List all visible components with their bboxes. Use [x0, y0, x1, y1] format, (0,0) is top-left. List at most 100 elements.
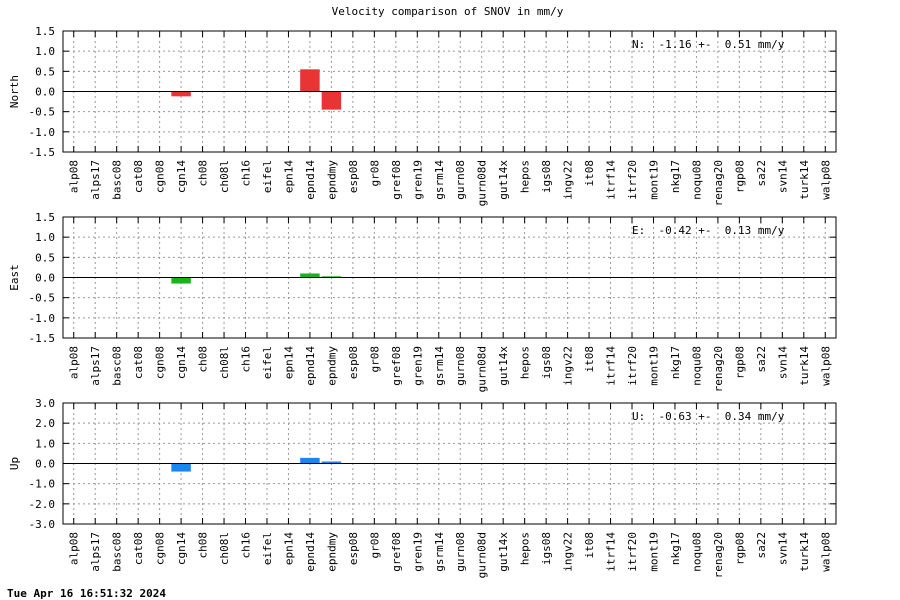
y-tick-label: -3.0	[29, 518, 56, 531]
y-tick-label: -1.0	[29, 478, 56, 491]
y-tick-label: 0.0	[35, 458, 55, 471]
x-tick-label: cgn08	[154, 346, 167, 379]
x-tick-label: walp08	[819, 532, 832, 572]
x-tick-label: svn14	[776, 346, 789, 379]
x-tick-label: renag20	[712, 160, 725, 206]
x-tick-label: epn14	[282, 160, 295, 193]
x-tick-label: sa22	[755, 532, 768, 559]
x-tick-label: itrf14	[605, 346, 618, 386]
stats-annotation: N: -1.16 +- 0.51 mm/y	[632, 38, 785, 51]
footer-timestamp: Tue Apr 16 16:51:32 2024	[7, 587, 166, 600]
x-tick-label: rgp08	[733, 160, 746, 193]
x-tick-label: basc08	[111, 346, 124, 386]
x-tick-label: gut14x	[497, 160, 510, 200]
bar-epnd14	[300, 69, 320, 92]
x-tick-label: nkg17	[669, 346, 682, 379]
y-tick-label: 1.0	[35, 437, 55, 450]
y-tick-label: 0.5	[35, 251, 55, 264]
x-tick-label: turk14	[798, 532, 811, 572]
bar-epnd14	[300, 457, 320, 464]
x-tick-label: walp08	[819, 160, 832, 200]
y-tick-label: -1.0	[29, 312, 56, 325]
y-tick-label: 0.0	[35, 86, 55, 99]
x-tick-label: it08	[583, 532, 596, 559]
x-tick-label: gren19	[411, 532, 424, 572]
y-tick-label: 2.0	[35, 417, 55, 430]
x-tick-label: sa22	[755, 346, 768, 373]
x-tick-label: noqu08	[690, 160, 703, 200]
x-tick-label: ch08l	[218, 532, 231, 565]
plot-frame	[62, 402, 837, 525]
bar-epndmy	[321, 91, 342, 110]
x-tick-label: gren19	[411, 346, 424, 386]
x-tick-label: ch16	[240, 532, 253, 559]
x-tick-label: cgn14	[175, 160, 188, 193]
x-tick-label: turk14	[798, 160, 811, 200]
y-axis-label: East	[8, 264, 21, 291]
y-tick-label: 1.0	[35, 231, 55, 244]
x-tick-label: epndmy	[325, 346, 338, 386]
x-tick-label: gurn08d	[476, 160, 489, 206]
x-tick-label: rgp08	[733, 532, 746, 565]
x-tick-label: alp08	[68, 346, 81, 379]
y-tick-label: 1.5	[35, 25, 55, 38]
x-tick-label: hepos	[519, 346, 532, 379]
plot-frame	[62, 30, 837, 153]
x-tick-label: esp08	[347, 532, 360, 565]
bar-epndmy	[321, 276, 342, 278]
x-tick-label: gren19	[411, 160, 424, 200]
x-tick-label: cgn08	[154, 160, 167, 193]
x-tick-label: ch16	[240, 346, 253, 373]
bar-cgn14	[171, 91, 191, 97]
y-tick-label: -1.0	[29, 126, 56, 139]
y-tick-label: 3.0	[35, 397, 55, 410]
x-tick-label: itrf14	[605, 532, 618, 572]
x-tick-label: cgn08	[154, 532, 167, 565]
x-tick-label: gsrm14	[433, 160, 446, 200]
x-tick-label: ch16	[240, 160, 253, 187]
x-tick-label: gurn08	[454, 532, 467, 572]
bar-cgn14	[171, 277, 191, 284]
x-tick-label: gref08	[390, 346, 403, 386]
y-tick-label: -2.0	[29, 498, 56, 511]
y-tick-label: 0.5	[35, 65, 55, 78]
x-tick-label: gut14x	[497, 346, 510, 386]
x-tick-label: noqu08	[690, 346, 703, 386]
x-tick-label: it08	[583, 160, 596, 187]
y-tick-label: 0.0	[35, 272, 55, 285]
x-tick-label: gut14x	[497, 532, 510, 572]
x-tick-label: itrf20	[626, 532, 639, 572]
x-tick-label: esp08	[347, 160, 360, 193]
x-tick-label: cgn14	[175, 532, 188, 565]
x-tick-label: gref08	[390, 532, 403, 572]
x-tick-label: eifel	[261, 160, 274, 193]
x-tick-label: noqu08	[690, 532, 703, 572]
x-tick-label: rgp08	[733, 346, 746, 379]
x-tick-label: mont19	[647, 160, 660, 200]
x-tick-label: gsrm14	[433, 532, 446, 572]
x-tick-label: alps17	[89, 160, 102, 200]
x-tick-label: cgn14	[175, 346, 188, 379]
x-tick-label: gr08	[368, 346, 381, 373]
y-tick-label: -1.5	[29, 146, 56, 159]
x-tick-label: gr08	[368, 160, 381, 187]
x-tick-label: epn14	[282, 532, 295, 565]
x-tick-label: gurn08d	[476, 532, 489, 578]
x-tick-label: it08	[583, 346, 596, 373]
bar-cgn14	[171, 463, 191, 472]
x-tick-label: gref08	[390, 160, 403, 200]
x-tick-label: igs08	[540, 532, 553, 565]
x-tick-label: epnd14	[304, 346, 317, 386]
x-tick-label: gurn08	[454, 160, 467, 200]
y-tick-label: 1.5	[35, 211, 55, 224]
x-tick-label: epndmy	[325, 160, 338, 200]
x-tick-label: hepos	[519, 160, 532, 193]
panel-east: 1.5 1.0 0.5 0.0 -0.5 -1.0 -1.5 alp08 alps17 basc0…	[8, 211, 837, 392]
x-tick-label: nkg17	[669, 532, 682, 565]
x-tick-label: alp08	[68, 532, 81, 565]
x-tick-label: epn14	[282, 346, 295, 379]
x-tick-label: ch08l	[218, 160, 231, 193]
x-tick-label: nkg17	[669, 160, 682, 193]
x-tick-label: hepos	[519, 532, 532, 565]
